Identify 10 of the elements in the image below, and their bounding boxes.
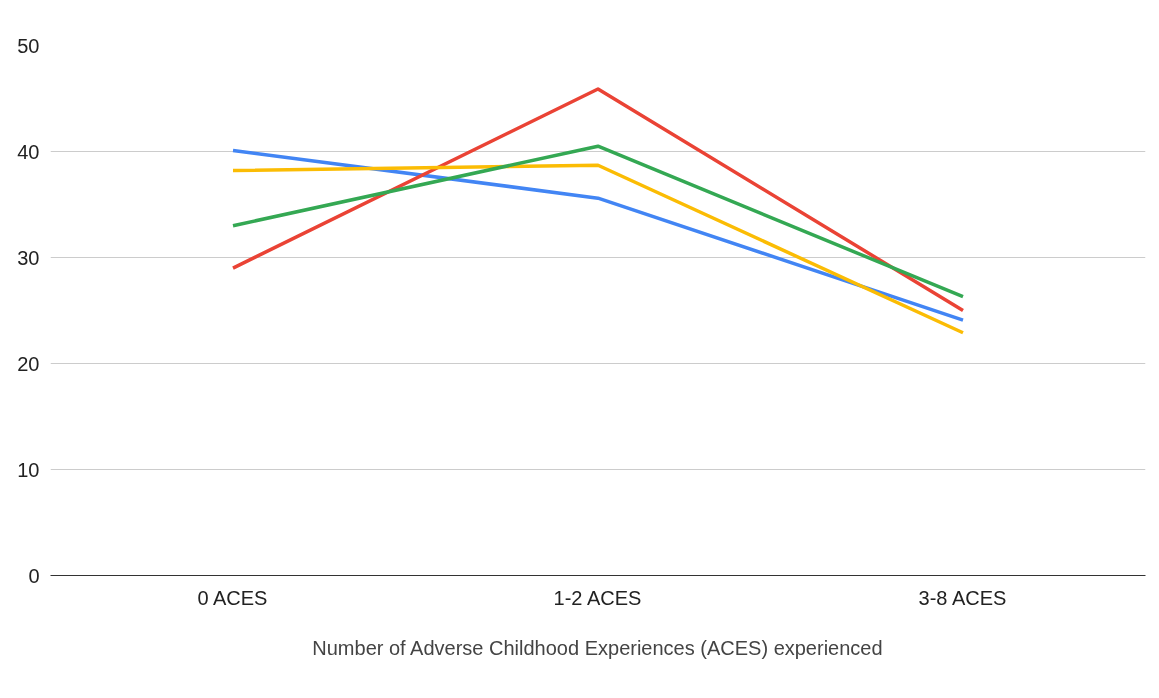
x-axis-title: Number of Adverse Childhood Experiences (ACES) experienced — [312, 636, 883, 659]
y-tick-label: 0 — [28, 564, 40, 587]
x-tick-label: 3-8 ACES — [918, 586, 1007, 609]
y-tick-label: 40 — [17, 140, 40, 163]
y-tick-label: 20 — [17, 352, 40, 375]
y-tick-label: 30 — [17, 246, 40, 269]
y-tick-label: 10 — [17, 458, 40, 481]
x-tick-label: 0 ACES — [197, 586, 268, 609]
x-tick-label: 1-2 ACES — [553, 586, 642, 609]
y-tick-label: 50 — [17, 34, 40, 57]
